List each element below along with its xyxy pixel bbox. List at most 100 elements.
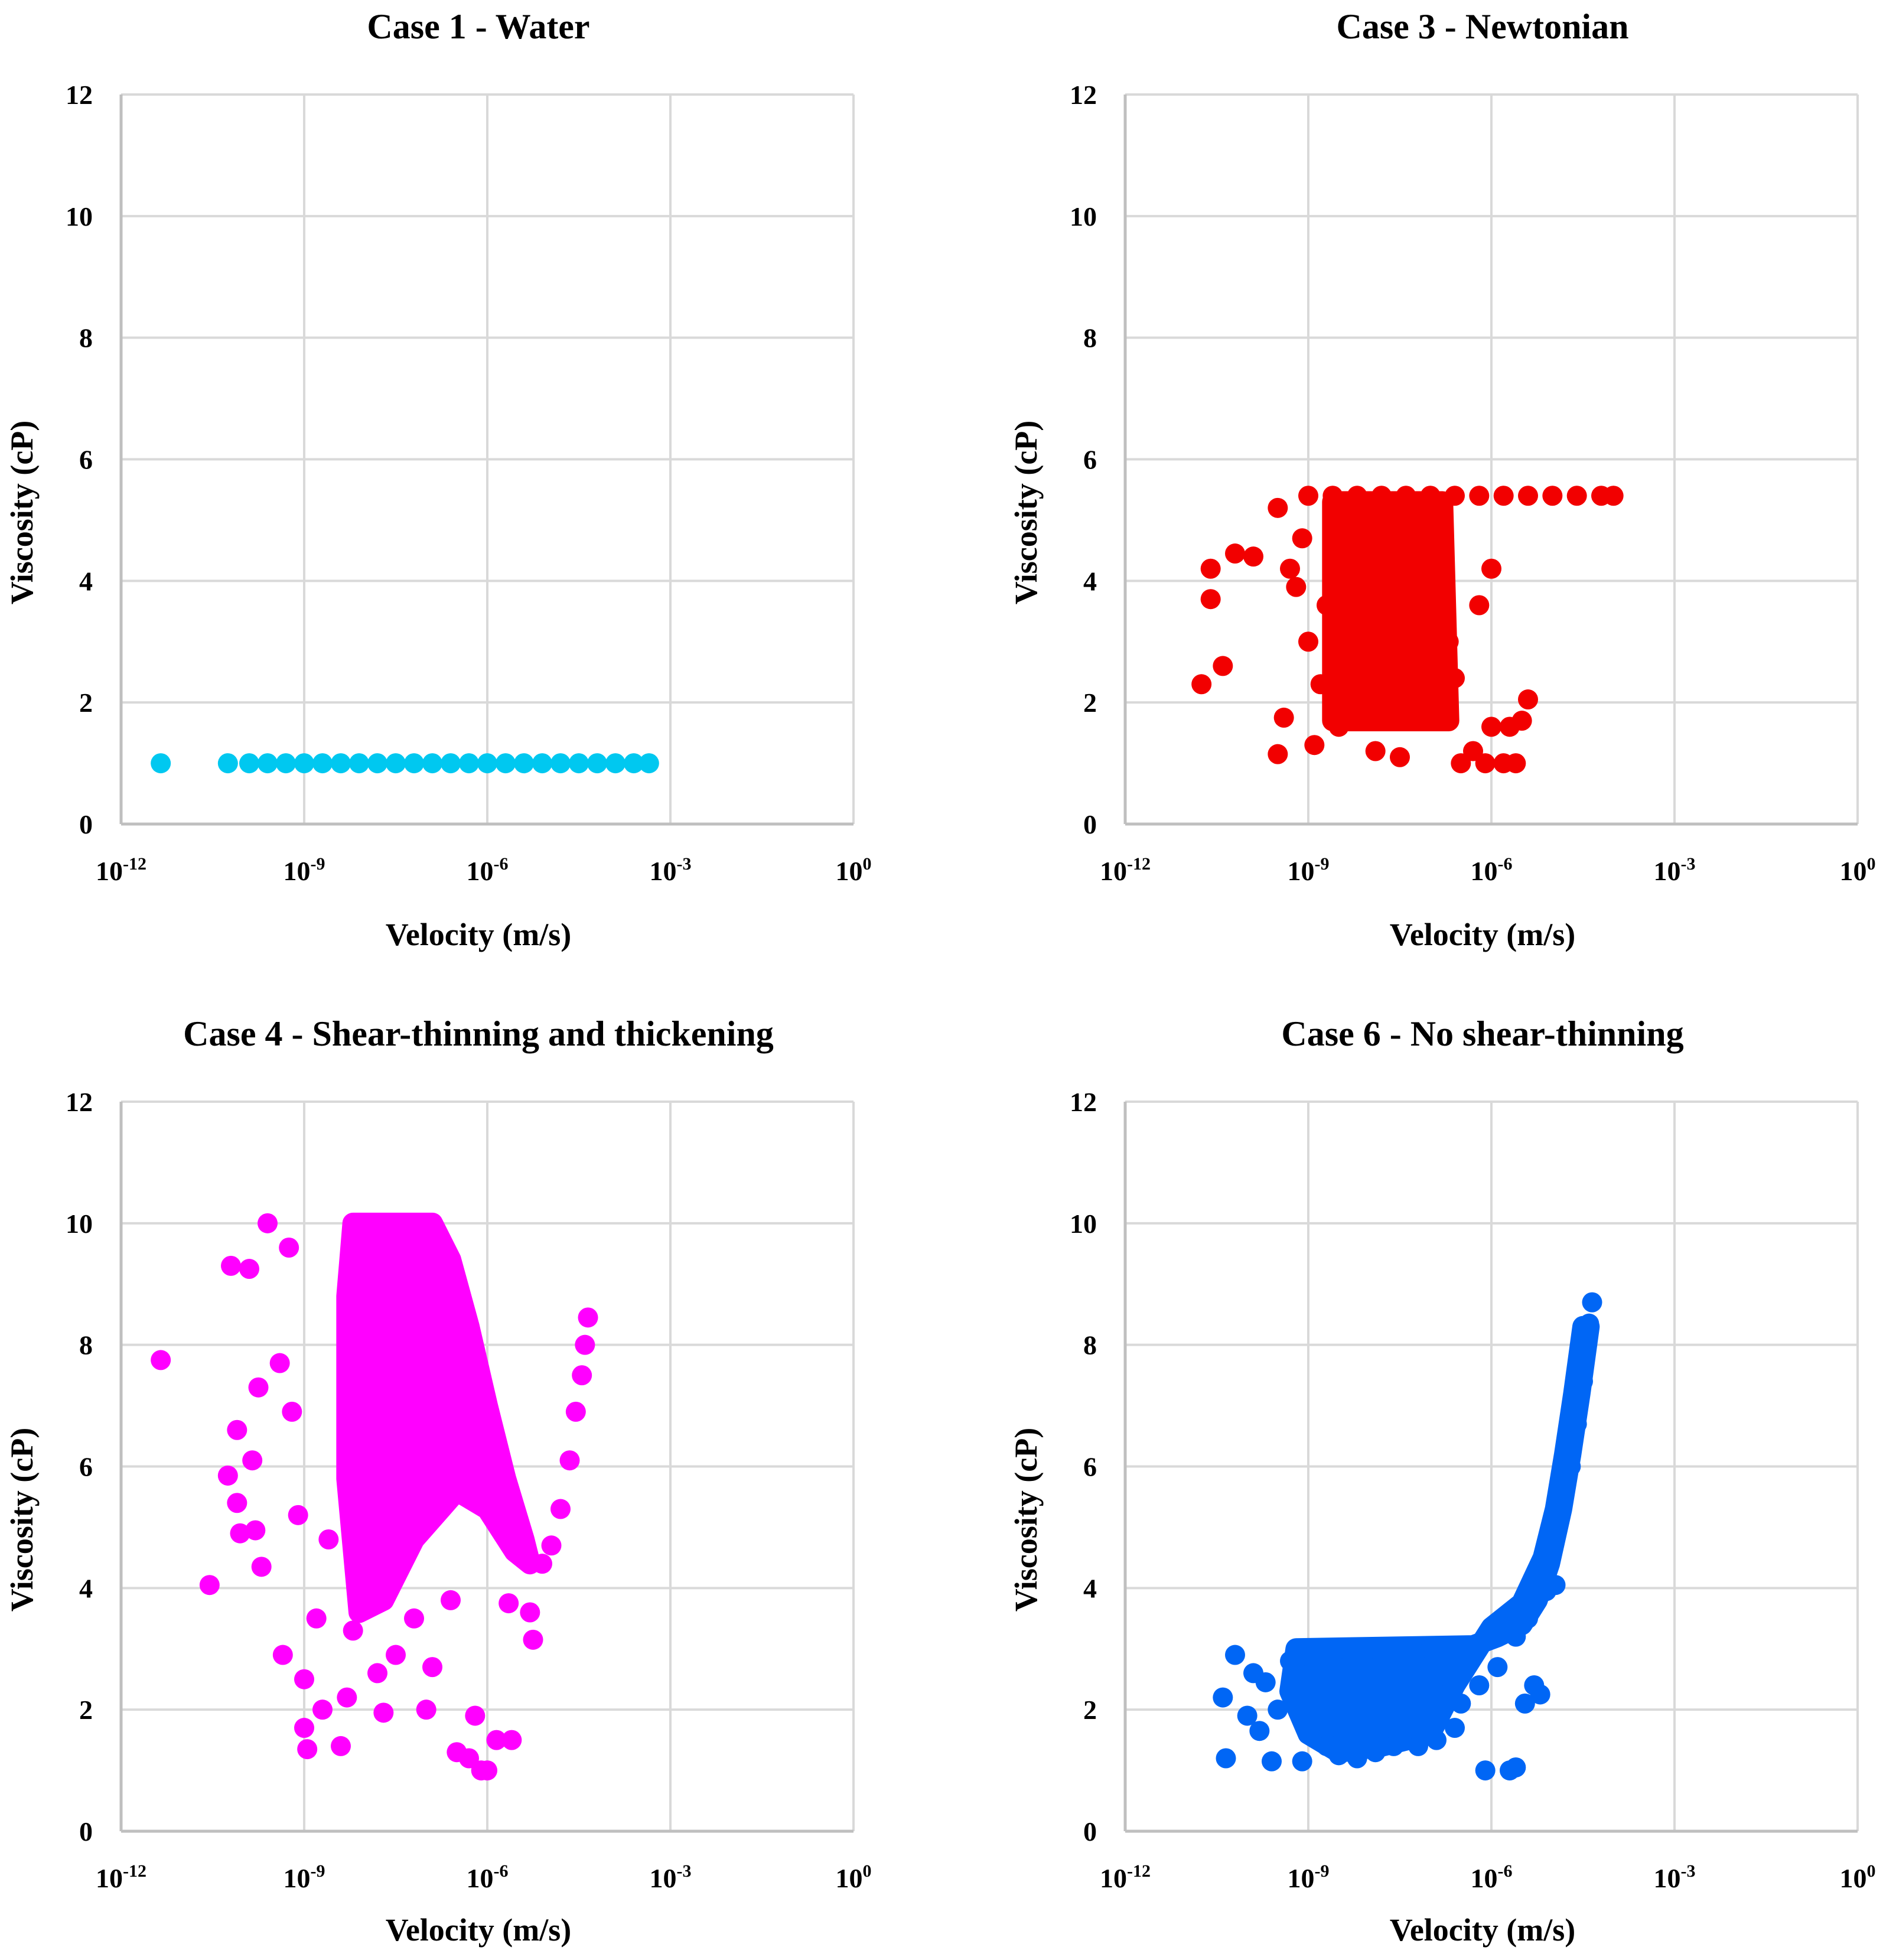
- data-point: [486, 1730, 507, 1750]
- data-point: [605, 753, 626, 774]
- data-point: [248, 1377, 269, 1398]
- data-point: [1530, 1578, 1550, 1598]
- data-point: [514, 753, 534, 774]
- data-point: [306, 1608, 327, 1629]
- y-tick-label: 4: [79, 566, 93, 596]
- y-tick-label: 8: [79, 1330, 93, 1360]
- y-tick-label: 10: [66, 201, 93, 232]
- data-point: [1445, 668, 1465, 688]
- data-point: [1225, 543, 1245, 564]
- data-point: [1328, 1745, 1349, 1766]
- data-point: [1603, 486, 1624, 506]
- data-point: [1475, 753, 1496, 774]
- chart-title: Case 6 - No shear-thinning: [1281, 1014, 1683, 1053]
- y-tick-label: 0: [79, 1816, 93, 1847]
- data-point: [1469, 595, 1490, 616]
- data-point: [258, 1213, 278, 1233]
- data-point: [1365, 1742, 1386, 1763]
- dense-point-cluster: [1322, 491, 1460, 732]
- x-tick-label: 10-6: [1471, 1861, 1513, 1893]
- data-point: [1530, 1684, 1550, 1705]
- data-point: [1200, 558, 1221, 579]
- y-tick-label: 4: [1083, 1573, 1097, 1603]
- x-tick-label: 10-9: [1288, 1861, 1330, 1893]
- data-point: [459, 753, 479, 774]
- data-point: [312, 753, 333, 774]
- data-point: [1481, 558, 1501, 579]
- data-point: [1566, 486, 1587, 506]
- data-point: [532, 1554, 552, 1574]
- chart-title: Case 3 - Newtonian: [1337, 7, 1629, 46]
- data-point: [1237, 1705, 1258, 1726]
- data-point: [1481, 717, 1501, 737]
- data-point: [1545, 1575, 1566, 1596]
- data-point: [1390, 747, 1410, 767]
- data-point: [1353, 571, 1373, 591]
- y-tick-label: 12: [1070, 1087, 1097, 1117]
- data-point: [587, 753, 607, 774]
- y-tick-label: 2: [1083, 1695, 1097, 1725]
- data-point: [477, 753, 497, 774]
- data-point: [441, 753, 461, 774]
- x-tick-label: 10-12: [1100, 854, 1151, 886]
- x-tick-label: 10-3: [1654, 1861, 1696, 1893]
- data-point: [1268, 1699, 1288, 1720]
- data-point: [1213, 656, 1233, 676]
- data-point: [501, 1730, 522, 1750]
- x-tick-label: 100: [836, 1861, 872, 1893]
- data-point: [1298, 631, 1318, 652]
- data-point: [1390, 1639, 1410, 1659]
- y-tick-label: 8: [1083, 323, 1097, 353]
- data-point: [1359, 1639, 1380, 1659]
- x-tick-label: 10-3: [1654, 854, 1696, 886]
- data-point: [1322, 486, 1343, 506]
- data-point: [1518, 486, 1538, 506]
- x-tick-label: 100: [1840, 854, 1876, 886]
- data-point: [1542, 1541, 1563, 1562]
- y-axis-label: Viscosity (cP): [1008, 421, 1044, 604]
- data-point: [638, 753, 659, 774]
- y-tick-label: 2: [1083, 688, 1097, 718]
- data-point: [550, 753, 571, 774]
- data-point: [1273, 707, 1294, 728]
- y-tick-label: 6: [1083, 445, 1097, 475]
- y-tick-label: 10: [1070, 1209, 1097, 1239]
- data-point: [523, 1629, 543, 1650]
- data-point: [550, 1499, 571, 1519]
- x-axis-label: Velocity (m/s): [1390, 917, 1575, 952]
- data-point: [1268, 744, 1288, 764]
- data-point: [404, 1608, 424, 1629]
- data-point: [331, 1736, 351, 1756]
- data-point: [1317, 595, 1337, 616]
- data-point: [343, 1620, 363, 1641]
- data-point: [1469, 1675, 1490, 1695]
- data-point: [499, 1593, 519, 1614]
- data-point: [1268, 497, 1288, 518]
- data-point: [1506, 753, 1526, 774]
- data-point: [367, 1663, 387, 1684]
- data-point: [151, 1350, 171, 1370]
- data-point: [269, 1353, 290, 1373]
- y-tick-label: 10: [1070, 201, 1097, 232]
- x-tick-label: 10-12: [1100, 1861, 1151, 1893]
- y-axis-label: Viscosity (cP): [4, 421, 40, 604]
- data-point: [477, 1760, 497, 1781]
- y-tick-label: 2: [79, 688, 93, 718]
- data-point: [422, 1657, 442, 1678]
- data-point: [559, 1450, 580, 1471]
- data-point: [1420, 1639, 1441, 1659]
- x-tick-label: 100: [1840, 1861, 1876, 1893]
- data-point: [441, 1590, 461, 1610]
- data-point: [294, 1669, 314, 1689]
- data-point: [1420, 486, 1441, 506]
- data-point: [272, 1645, 293, 1665]
- data-point: [1225, 1645, 1245, 1665]
- data-point: [312, 1699, 333, 1720]
- data-point: [1262, 1751, 1282, 1772]
- data-point: [1487, 1657, 1508, 1678]
- data-point: [1328, 717, 1349, 737]
- y-axis-label: Viscosity (cP): [1008, 1428, 1044, 1611]
- y-tick-label: 4: [79, 1573, 93, 1603]
- data-point: [386, 753, 406, 774]
